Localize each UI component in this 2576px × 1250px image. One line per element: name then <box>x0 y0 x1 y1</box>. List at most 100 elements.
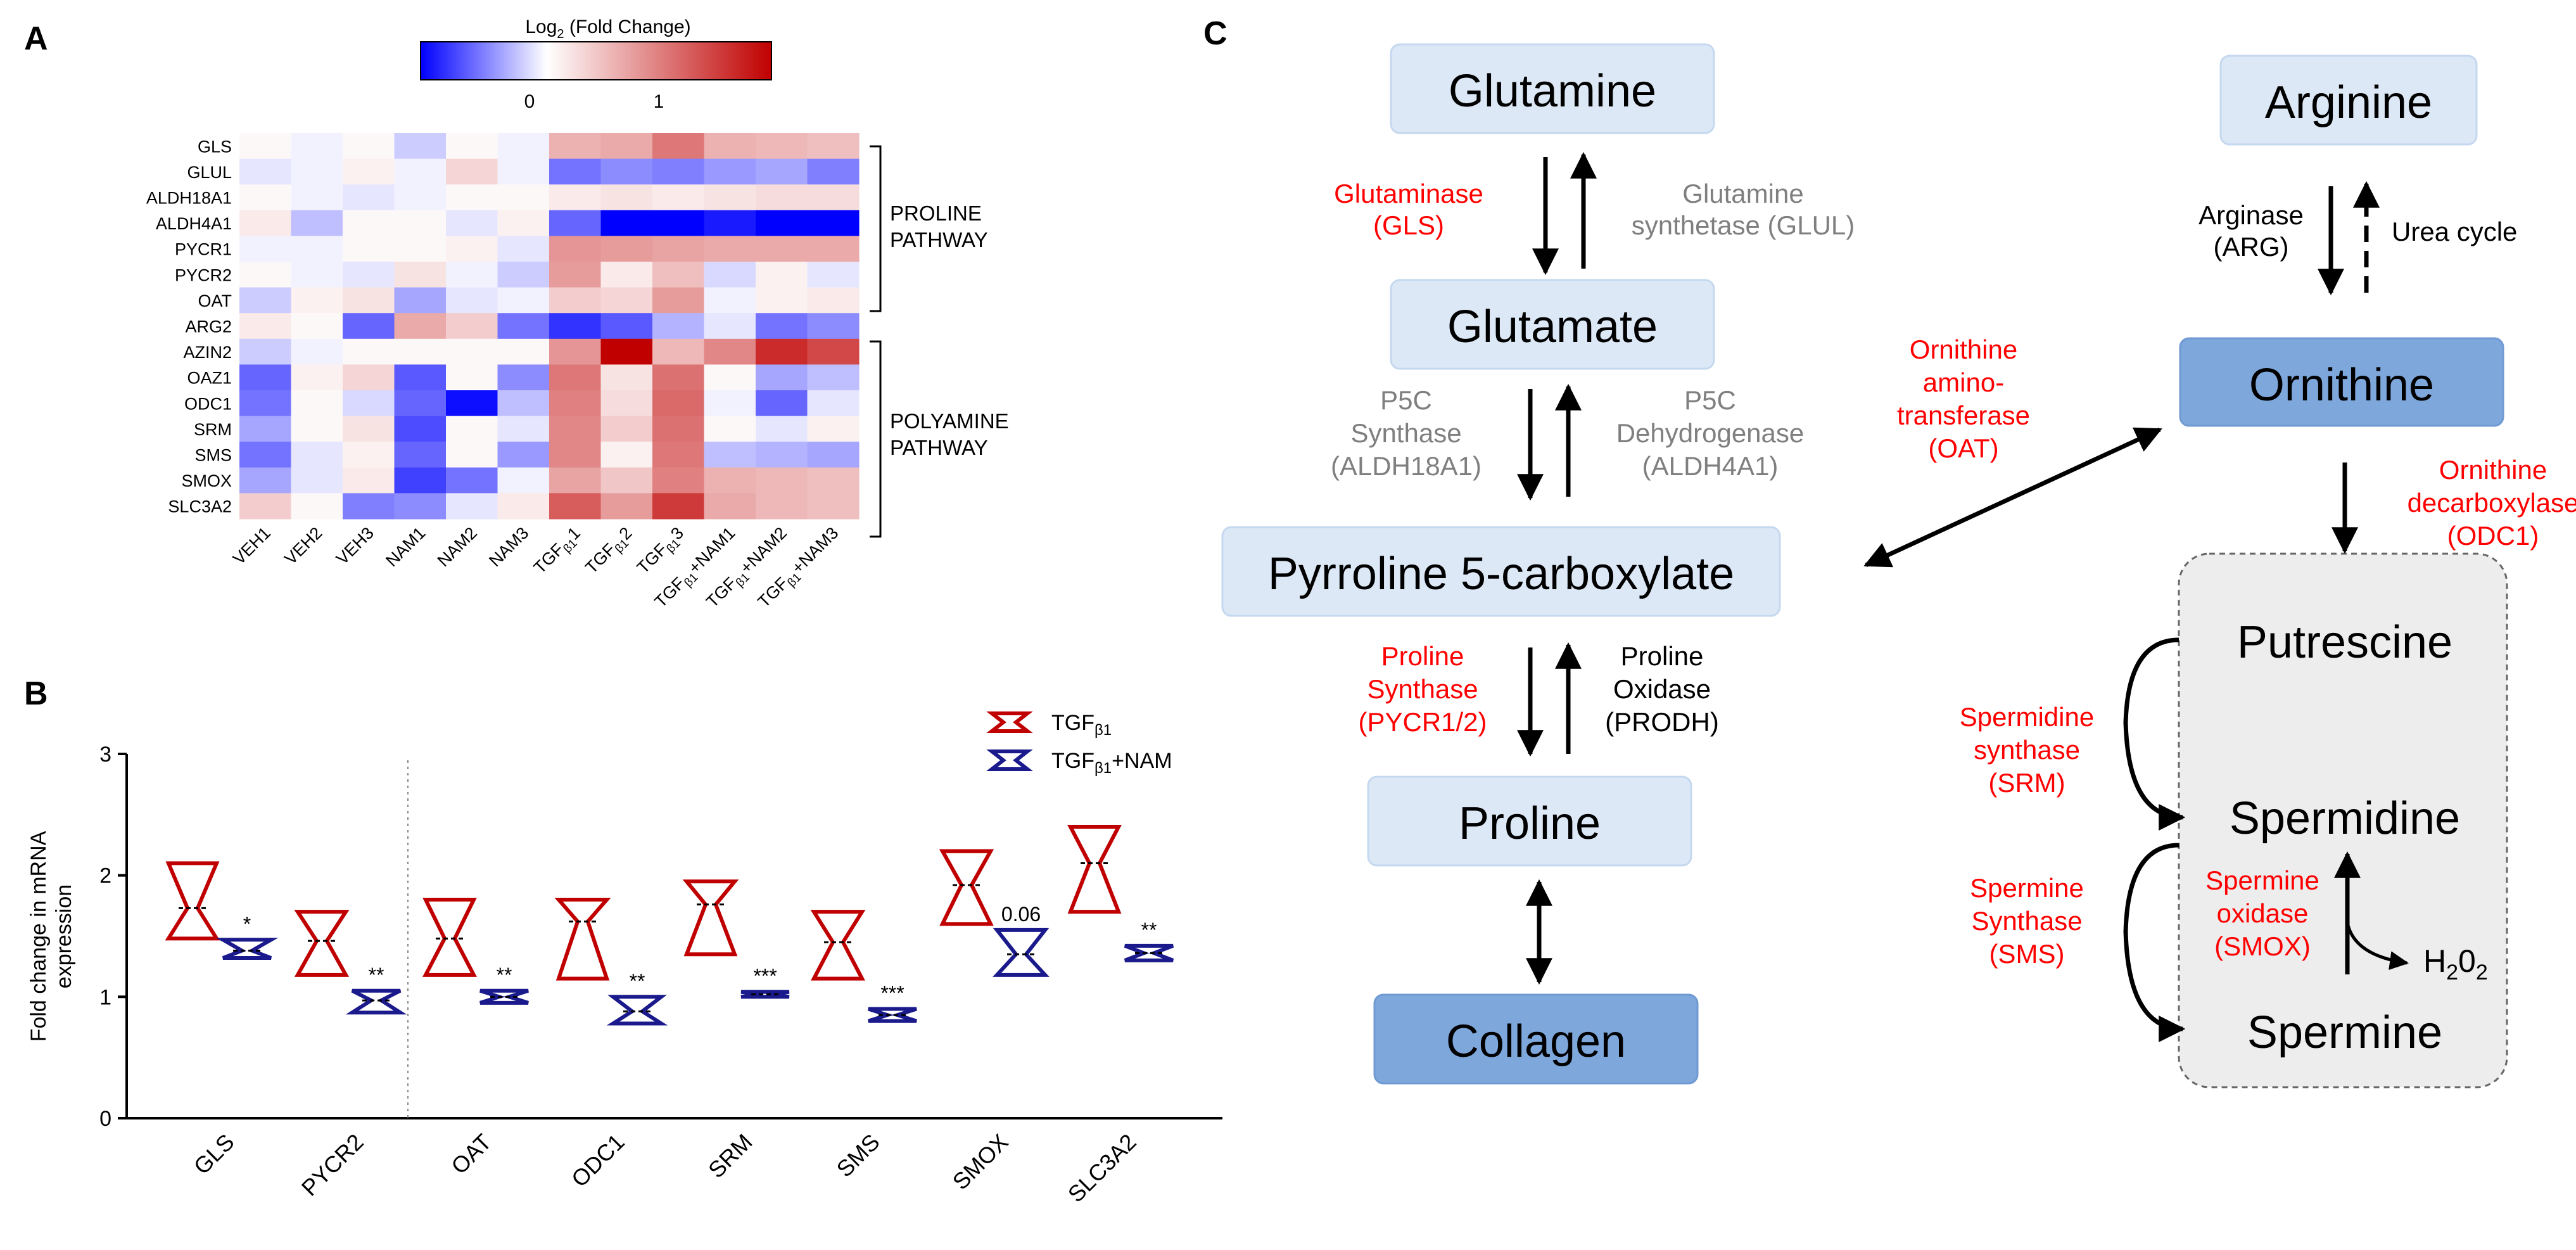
x-tick-label: SLC3A2 <box>1063 1129 1141 1208</box>
violin-shape <box>294 910 350 977</box>
heatmap-cell <box>549 493 602 520</box>
heatmap-cell <box>343 158 395 185</box>
heatmap-cell <box>497 184 550 211</box>
heatmap-cell <box>394 184 447 211</box>
heatmap-cell <box>343 467 395 494</box>
heatmap-cell <box>807 236 860 262</box>
heatmap-cell <box>807 338 860 365</box>
column-label: TGFβ12 <box>581 523 638 580</box>
row-label-aldh18a1: ALDH18A1 <box>146 189 232 208</box>
heatmap-cell <box>807 390 860 417</box>
column-label: VEH1 <box>229 523 274 568</box>
heatmap-cell <box>497 493 550 520</box>
row-label-sms: SMS <box>194 446 232 465</box>
enzyme-prodh: Proline Oxidase (PRODH) <box>1605 641 1719 737</box>
heatmap-cell <box>497 338 550 365</box>
heatmap-cell <box>239 467 292 494</box>
heatmap-cell <box>239 184 292 211</box>
heatmap-cell <box>549 467 602 494</box>
heatmap-cell <box>600 416 653 442</box>
heatmap-cell <box>343 442 395 468</box>
y-axis-label: Fold change in mRNAexpression <box>27 831 76 1042</box>
heatmap-cell <box>807 184 860 211</box>
legend-swatch-tgfb1-nam <box>986 749 1033 771</box>
node-glutamine: Glutamine <box>1449 66 1656 117</box>
polyamine-bracket <box>870 340 882 538</box>
heatmap-cell <box>239 236 292 262</box>
heatmap-cell <box>600 493 653 520</box>
row-label-aldh4a1: ALDH4A1 <box>156 214 232 233</box>
node-proline: Proline <box>1459 798 1601 849</box>
colorbar-title: Log2 (Fold Change) <box>525 16 690 41</box>
row-label-odc1: ODC1 <box>184 394 232 413</box>
heatmap-cell <box>652 262 705 288</box>
heatmap-cell <box>394 364 447 391</box>
heatmap-cell <box>704 493 756 520</box>
heatmap-cell <box>704 313 756 340</box>
heatmap-cell <box>704 390 756 417</box>
violin-shape <box>422 898 477 977</box>
heatmap-cell <box>446 158 498 185</box>
violin-shape <box>1124 943 1174 962</box>
x-tick-label: OAT <box>446 1129 496 1179</box>
heatmap-cell <box>652 442 705 468</box>
node-p5c-box <box>1221 526 1781 617</box>
heatmap-cell <box>549 416 602 442</box>
heatmap-cell <box>652 416 705 442</box>
column-label: TGFβ13 <box>633 523 690 580</box>
heatmap-cell <box>343 184 395 211</box>
heatmap-cell <box>600 313 653 340</box>
heatmap-cell <box>600 158 653 185</box>
heatmap-cell <box>446 493 498 520</box>
column-label: TGFβ11 <box>530 523 587 580</box>
row-label-pycr2: PYCR2 <box>175 265 232 284</box>
x-tick-label: GLS <box>189 1129 239 1180</box>
arrow-oat <box>1863 427 2162 568</box>
heatmap-cell <box>291 158 343 185</box>
heatmap-cell <box>756 364 808 391</box>
heatmap-cell <box>807 467 860 494</box>
significance-label: *** <box>753 965 777 988</box>
colorbar-tick-1: 1 <box>654 91 664 112</box>
heatmap-cell <box>497 236 550 262</box>
heatmap-cell <box>549 390 602 417</box>
heatmap-cell <box>600 467 653 494</box>
heatmap-cell <box>394 338 447 365</box>
violin-shape <box>215 938 279 960</box>
violin-shape <box>606 995 668 1026</box>
heatmap-cell <box>343 210 395 236</box>
heatmap-cell <box>600 236 653 262</box>
x-tick-label: ODC1 <box>566 1129 630 1192</box>
heatmap-cell <box>291 313 343 340</box>
y-tick-label: 2 <box>99 864 111 888</box>
heatmap-cell <box>652 133 705 160</box>
y-tick-label: 3 <box>99 743 111 767</box>
heatmap-cell <box>394 158 447 185</box>
heatmap-cell <box>394 236 447 262</box>
enzyme-aldh4a1: P5C Dehydrogenase (ALDH4A1) <box>1616 385 1805 481</box>
heatmap-cell <box>497 262 550 288</box>
heatmap-cell <box>343 493 395 520</box>
heatmap-cell <box>291 287 343 314</box>
node-proline-box <box>1367 775 1692 867</box>
heatmap-cell <box>600 287 653 314</box>
panel-a-letter: A <box>24 20 48 57</box>
enzyme-urea-cycle: Urea cycle <box>2392 217 2517 246</box>
significance-label: ** <box>630 969 645 992</box>
heatmap-cell <box>704 467 756 494</box>
node-ornithine: Ornithine <box>2249 360 2434 411</box>
column-label: NAM1 <box>382 523 429 570</box>
heatmap-cell <box>343 236 395 262</box>
arrow-h2o2 <box>2345 922 2409 971</box>
heatmap-cell <box>446 236 498 262</box>
significance-label: ** <box>1141 919 1157 941</box>
heatmap-cell <box>756 184 808 211</box>
heatmap-cell <box>549 236 602 262</box>
heatmap-cell <box>291 133 343 160</box>
heatmap-cell <box>549 158 602 185</box>
heatmap-cell <box>549 338 602 365</box>
enzyme-glul: Glutamine synthetase (GLUL) <box>1632 179 1855 240</box>
node-collagen: Collagen <box>1446 1016 1626 1067</box>
heatmap-cell <box>652 364 705 391</box>
